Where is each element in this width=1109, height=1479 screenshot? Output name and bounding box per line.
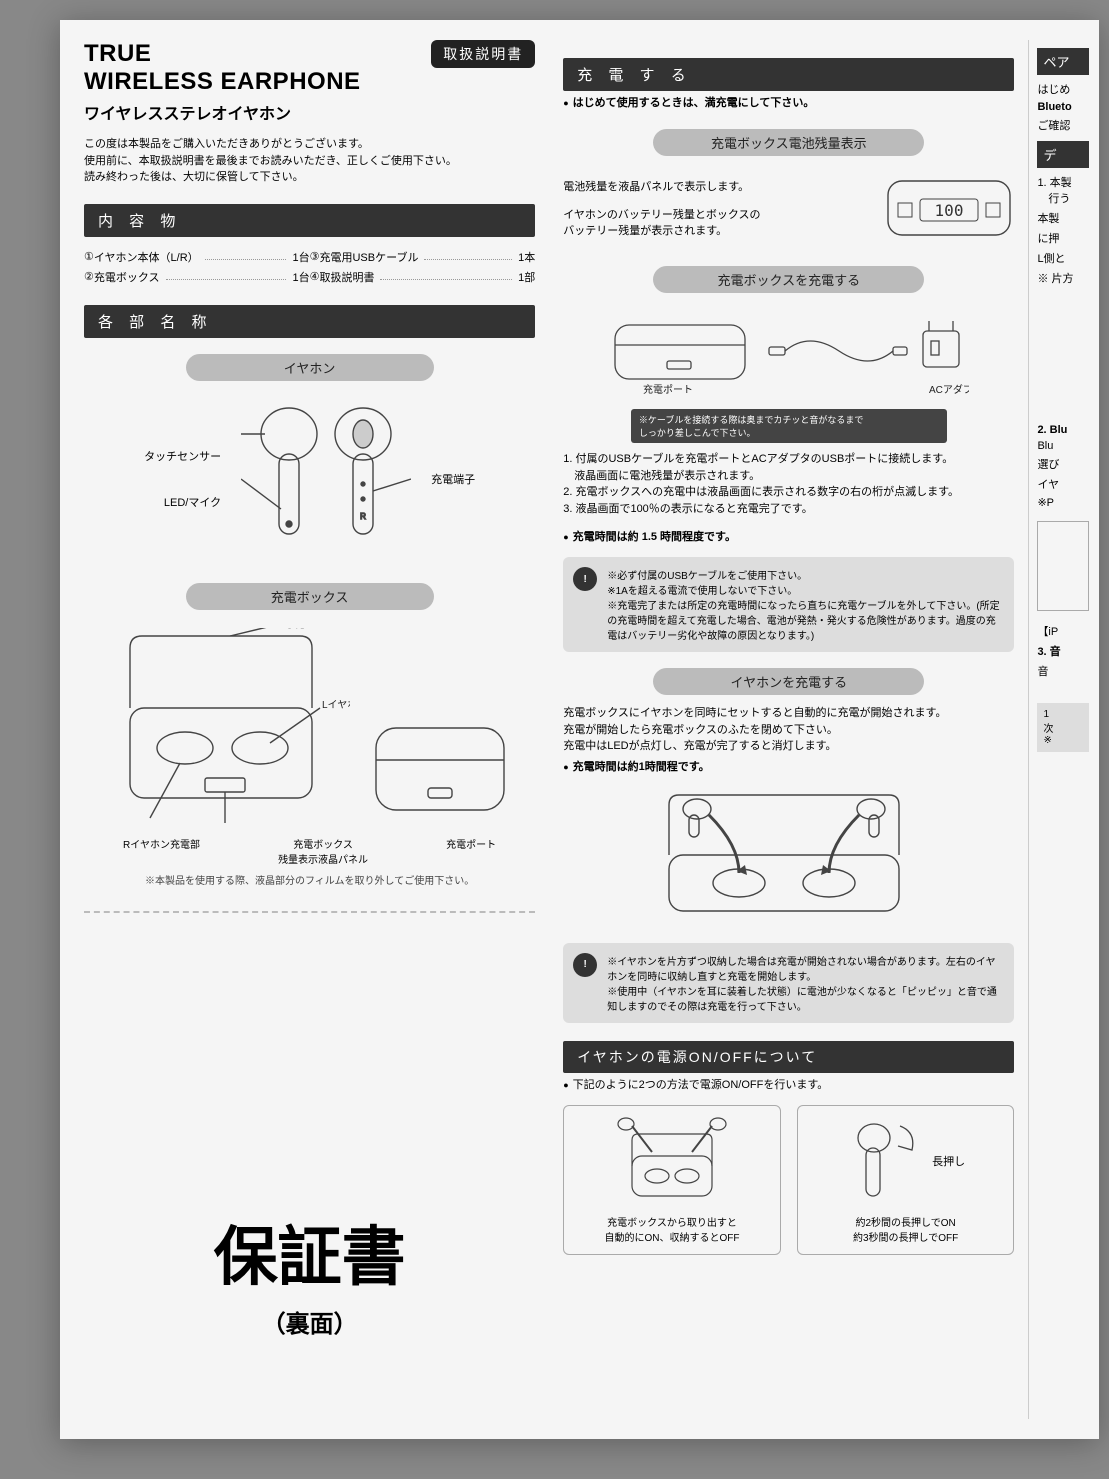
warranty-sub: （裏面） <box>84 1304 535 1339</box>
label-ledmic: LED/マイク <box>144 494 221 510</box>
subtitle: ワイヤレスステレオイヤホン <box>84 100 535 124</box>
lbl-port: 充電ポート <box>446 836 496 866</box>
earphone-svg: R <box>241 399 411 559</box>
charge-first: はじめて使用するときは、満充電にして下さい。 <box>563 94 1014 110</box>
section-contents: 内 容 物 <box>84 204 535 237</box>
pill-batt: 充電ボックス電池残量表示 <box>653 129 924 156</box>
box-sublabels: Rイヤホン充電部 充電ボックス 残量表示液晶パネル 充電ポート <box>84 836 535 866</box>
pill-box-charge: 充電ボックスを充電する <box>653 266 924 293</box>
ec-time: 充電時間は約1時間程です。 <box>563 758 1014 774</box>
section-power: イヤホンの電源ON/OFFについて <box>563 1041 1014 1073</box>
lbl-lslot: Lイヤホン充電部 <box>322 698 350 711</box>
charge-warn: ! ※必ず付属のUSBケーブルをご使用下さい。 ※1Aを超える電流で使用しないで… <box>563 557 1014 652</box>
box-note: ※本製品を使用する際、液晶部分のフィルムを取り外してご使用下さい。 <box>84 872 535 887</box>
charge-time: 充電時間は約 1.5 時間程度です。 <box>563 528 1014 544</box>
lbl-rslot: Rイヤホン充電部 <box>123 836 200 866</box>
box-pill: 充電ボックス <box>186 583 434 610</box>
pill-earphone-charge: イヤホンを充電する <box>653 668 924 695</box>
contents-list: ①イヤホン本体（L/R）1台 ③充電用USBケーブル1本 ②充電ボックス1台 ④… <box>84 247 535 287</box>
closed-box-svg <box>370 718 510 828</box>
power-intro: 下記のように2つの方法で電源ON/OFFを行います。 <box>563 1076 1014 1092</box>
warn-icon: ! <box>573 953 597 977</box>
warranty-title: 保証書 <box>84 1206 535 1298</box>
thumb-hold: 長押し 約2秒間の長押しでON 約3秒間の長押しでOFF <box>797 1105 1015 1255</box>
right-column: 充 電 す る はじめて使用するときは、満充電にして下さい。 充電ボックス電池残… <box>549 40 1028 1419</box>
svg-text:充電ポート: 充電ポート <box>643 383 693 396</box>
cutoff-pair-heading: ペア <box>1037 48 1089 75</box>
batt-text: 電池残量を液晶パネルで表示します。 イヤホンのバッテリー残量とボックスの バッテ… <box>563 166 872 250</box>
cutoff-column: ペア はじめ Blueto ご確認 デ 1. 本製 行う 本製 に押 L側と ※… <box>1028 40 1089 1419</box>
left-column: TRUE WIRELESS EARPHONE 取扱説明書 ワイヤレスステレオイヤ… <box>70 40 549 1419</box>
manual-badge: 取扱説明書 <box>431 40 535 68</box>
thumb-hold-caption: 約2秒間の長押しでON 約3秒間の長押しでOFF <box>853 1214 958 1244</box>
tearline <box>84 911 535 913</box>
box-charge-diagram: 充電ポート ACアダプタ <box>563 311 1014 401</box>
section-charge: 充 電 す る <box>563 58 1014 91</box>
section-parts: 各 部 名 称 <box>84 305 535 338</box>
lcd-box-svg: 100 <box>884 173 1014 243</box>
lbl-lcd: 充電ボックス 残量表示液晶パネル <box>278 836 368 866</box>
earphone-pill: イヤホン <box>186 354 434 381</box>
svg-text:R: R <box>360 512 366 521</box>
thumb-auto: 充電ボックスから取り出すと 自動的にON、収納するとOFF <box>563 1105 781 1255</box>
warn-icon: ! <box>573 567 597 591</box>
power-thumbs: 充電ボックスから取り出すと 自動的にON、収納するとOFF 長押し 約2秒間の長… <box>563 1105 1014 1255</box>
intro-text: この度は本製品をご購入いただきありがとうございます。 使用前に、本取扱説明書を最… <box>84 136 535 186</box>
earphone-diagram: タッチセンサー LED/マイク R <box>84 399 535 559</box>
cable-warn: ※ケーブルを接続する際は奥までカチッと音がなるまで しっかり差しこんで下さい。 <box>631 409 947 443</box>
brand-line2: WIRELESS EARPHONE <box>84 68 361 96</box>
thumb-auto-caption: 充電ボックスから取り出すと 自動的にON、収納するとOFF <box>605 1214 740 1244</box>
svg-text:ACアダプタ: ACアダプタ <box>929 383 969 396</box>
insert-diagram <box>563 785 1014 925</box>
manual-sheet: TRUE WIRELESS EARPHONE 取扱説明書 ワイヤレスステレオイヤ… <box>60 20 1099 1439</box>
brand-line1: TRUE <box>84 40 361 68</box>
lbl-lid: ふた <box>285 628 305 631</box>
box-diagram: ふた Lイヤホン充電部 <box>84 628 535 828</box>
ec-text: 充電ボックスにイヤホンを同時にセットすると自動的に充電が開始されます。 充電が開… <box>563 705 1014 755</box>
svg-text:100: 100 <box>935 201 964 220</box>
open-box-svg: ふた Lイヤホン充電部 <box>110 628 350 828</box>
warranty-block: 保証書 （裏面） <box>84 1166 535 1419</box>
label-touch: タッチセンサー <box>144 448 221 464</box>
hold-label: 長押し <box>932 1153 965 1169</box>
label-charge-terminal: 充電端子 <box>431 471 475 487</box>
charge-steps: 1. 付属のUSBケーブルを充電ポートとACアダプタのUSBポートに接続します。… <box>563 451 1014 517</box>
ec-warn: ! ※イヤホンを片方ずつ収納した場合は充電が開始されない場合があります。左右のイ… <box>563 943 1014 1023</box>
